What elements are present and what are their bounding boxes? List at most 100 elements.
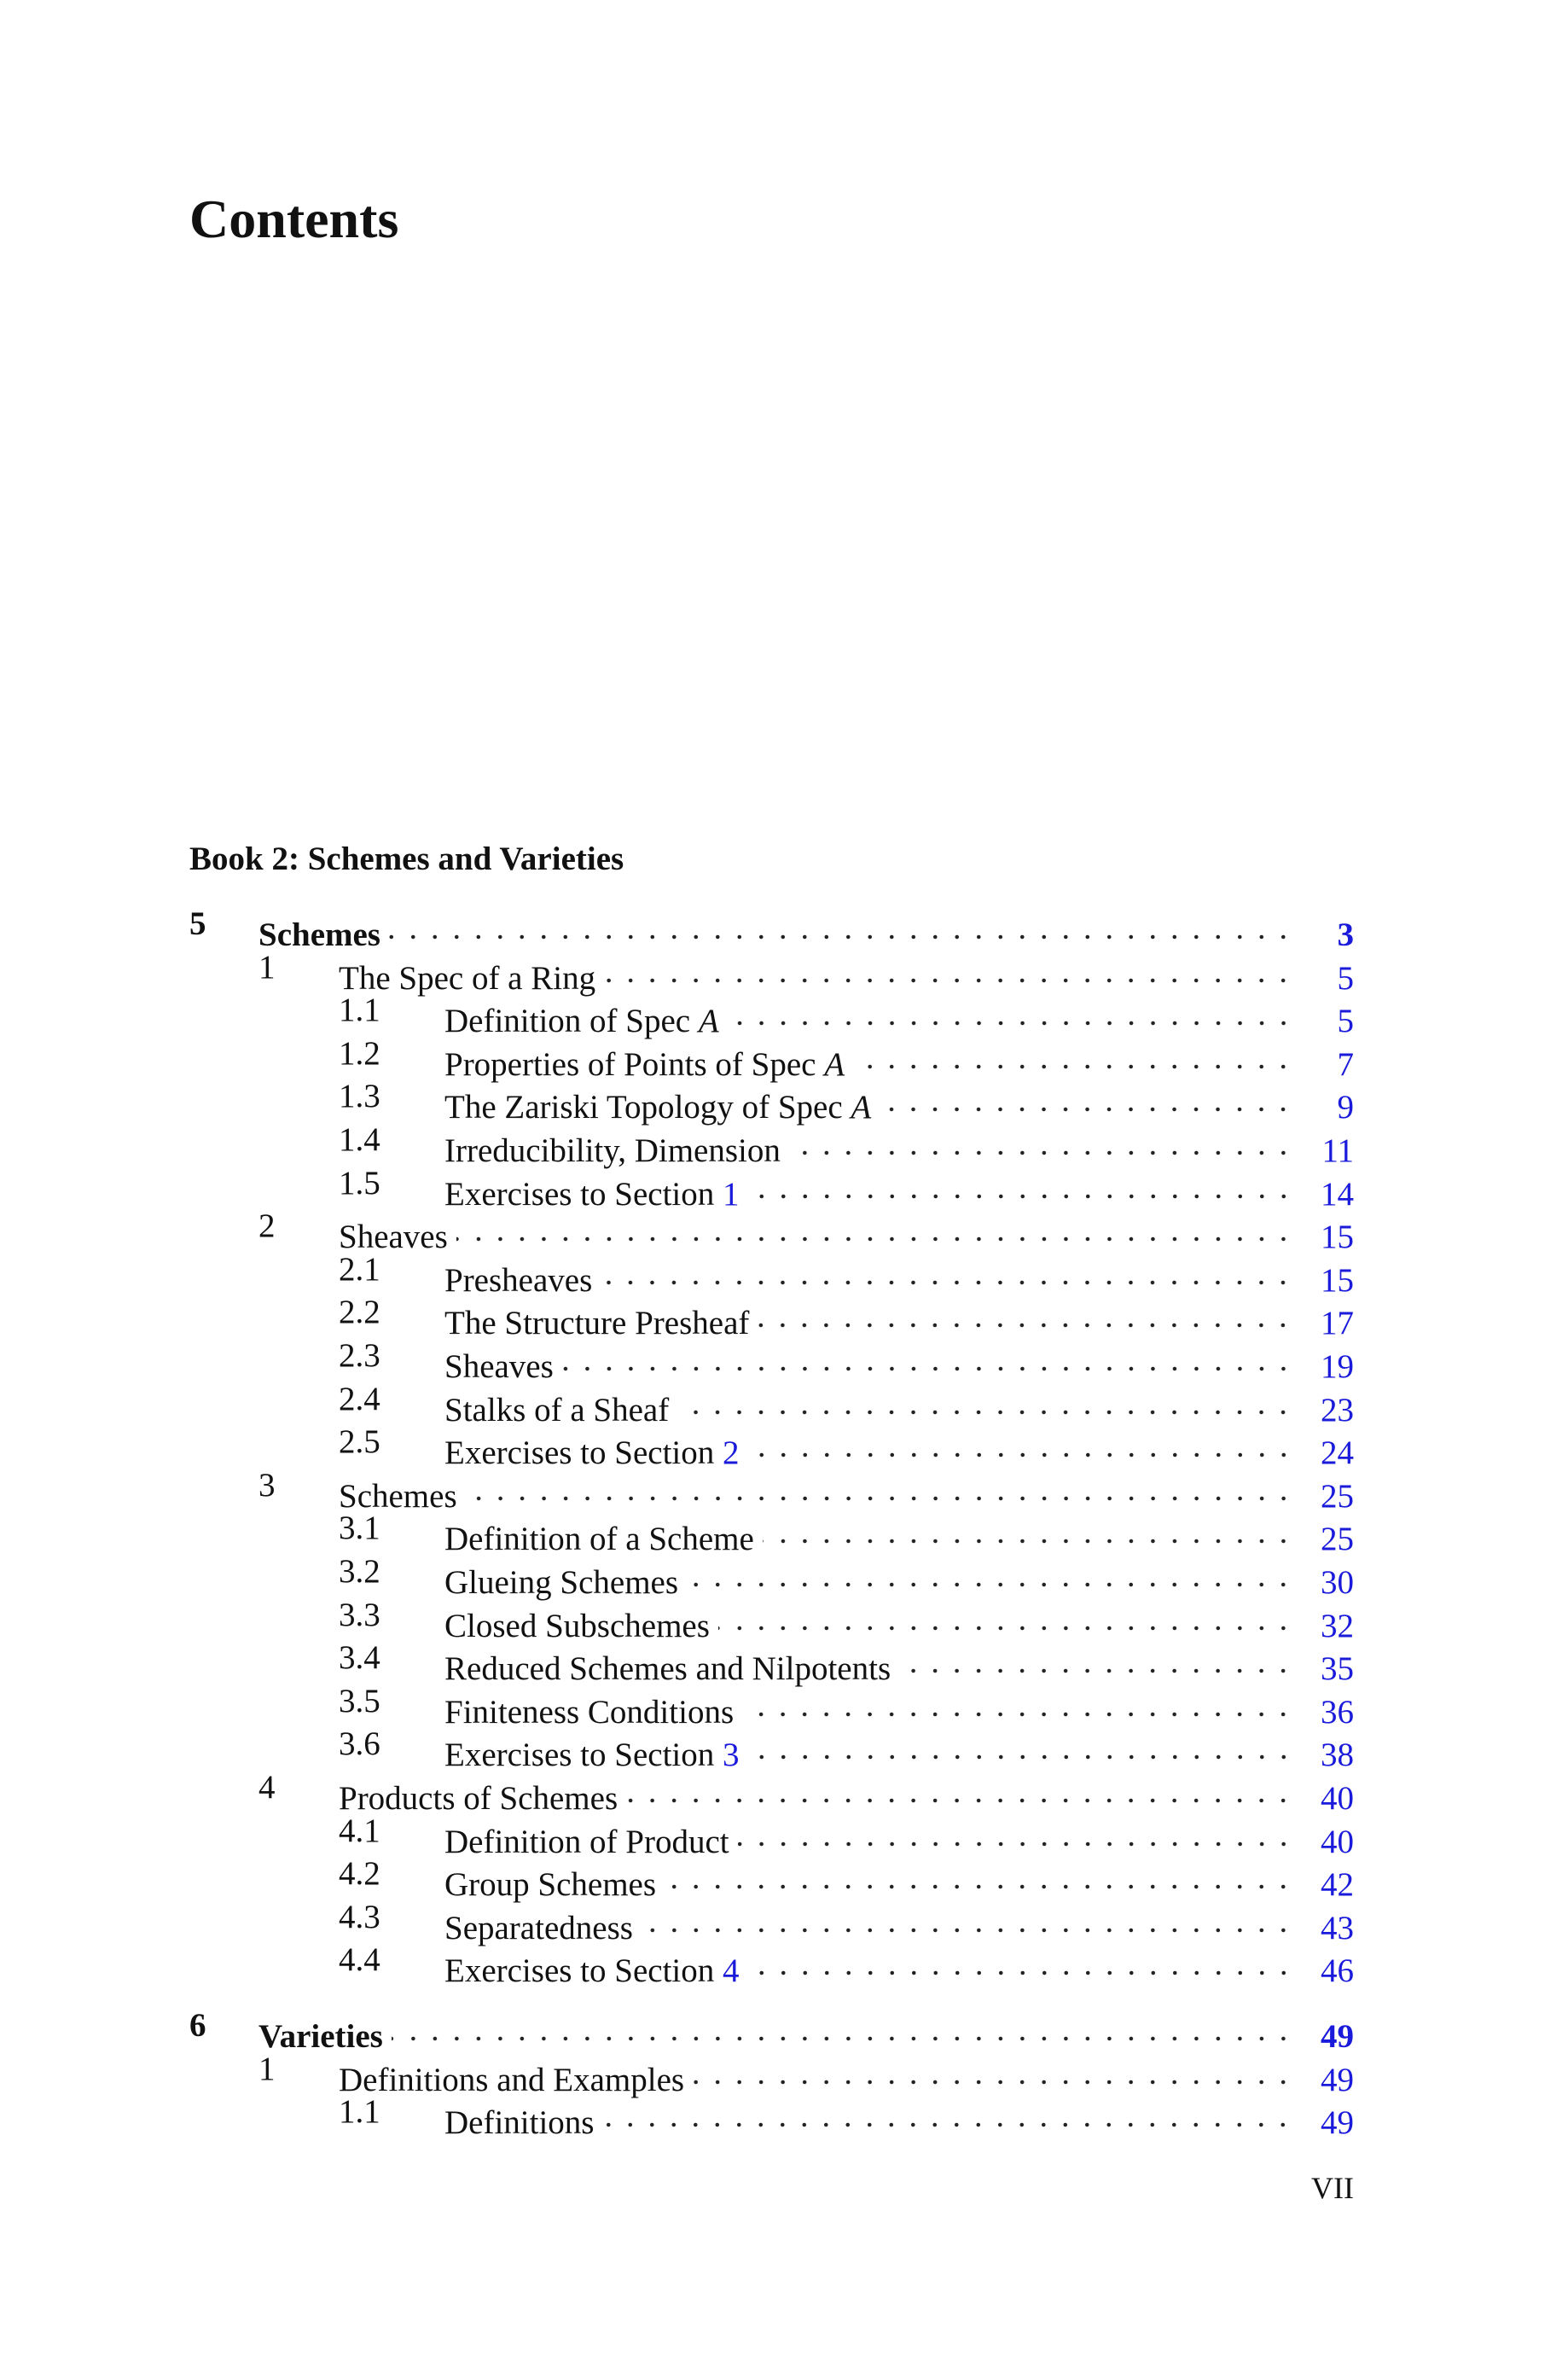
dot-leader (737, 1809, 1294, 1853)
toc-entry: 4.1 Definition of Product 40 (339, 1809, 1354, 1860)
entry-number: 4.2 (339, 1855, 380, 1893)
dot-leader (687, 1551, 1294, 1593)
entry-title-text: Products of Schemes (339, 1780, 618, 1817)
dot-leader (456, 1205, 1294, 1248)
toc-entry: 2 Sheaves 15 (258, 1205, 1354, 1255)
page-link[interactable]: 40 (1321, 1780, 1354, 1817)
dot-leader (758, 1291, 1294, 1335)
page-link[interactable]: 49 (1321, 2104, 1354, 2142)
entry-number: 1.3 (339, 1078, 380, 1115)
dot-leader (762, 1507, 1294, 1551)
entry-title: Definitions (444, 2102, 594, 2144)
entry-number: 2.3 (339, 1337, 380, 1374)
dot-leader (742, 1679, 1294, 1723)
toc-entry: 1.3 The Zariski Topology of Spec A 9 (339, 1075, 1354, 1126)
page-link[interactable]: 30 (1321, 1564, 1354, 1601)
toc-entry: 2.2 The Structure Presheaf 17 (339, 1291, 1354, 1341)
page-link[interactable]: 40 (1321, 1823, 1354, 1860)
entry-number: 3.3 (339, 1596, 380, 1633)
entry-number: 1 (258, 948, 276, 986)
page-link[interactable]: 9 (1337, 1089, 1355, 1126)
entry-number: 2.2 (339, 1294, 380, 1331)
entry-title-text: The Spec of a Ring (339, 959, 596, 997)
page-link[interactable]: 49 (1321, 2018, 1354, 2055)
page-number: VII (1311, 2171, 1354, 2205)
toc-entry: 4.3 Separatedness 43 (339, 1895, 1354, 1946)
dot-leader (388, 903, 1294, 945)
toc-entry: 1.4 Irreducibility, Dimension 11 (339, 1119, 1354, 1169)
page-link[interactable]: 5 (1337, 959, 1355, 997)
entry-number: 2 (258, 1207, 276, 1245)
entry-title: Closed Subschemes (444, 1605, 710, 1648)
toc-entry: 3.2 Glueing Schemes 30 (339, 1551, 1354, 1601)
page-link[interactable]: 42 (1321, 1866, 1354, 1904)
page-link[interactable]: 14 (1321, 1175, 1354, 1213)
page-link[interactable]: 17 (1321, 1305, 1354, 1342)
entry-number: 4.4 (339, 1941, 380, 1979)
entry-number: 2.1 (339, 1250, 380, 1288)
entry-number: 1.1 (339, 2093, 380, 2131)
page-link[interactable]: 43 (1321, 1909, 1354, 1946)
page-link[interactable]: 3 (1337, 916, 1355, 953)
page-link[interactable]: 11 (1321, 1132, 1354, 1169)
entry-title: Irreducibility, Dimension (444, 1130, 781, 1172)
toc-entry: 2.5 Exercises to Section 2 24 (339, 1421, 1354, 1471)
entry-number: 4 (258, 1769, 276, 1806)
entry-number: 1.1 (339, 992, 380, 1029)
dot-leader (677, 1377, 1294, 1421)
book-heading: Book 2: Schemes and Varieties (189, 841, 624, 877)
page-link[interactable]: 46 (1321, 1952, 1354, 1990)
dot-leader (626, 1766, 1294, 1809)
toc-entry: 1.1 Definition of Spec A 5 (339, 989, 1354, 1039)
entry-title-text: Closed Subschemes (444, 1607, 710, 1644)
entry-number: 3.5 (339, 1682, 380, 1719)
page-link[interactable]: 19 (1321, 1348, 1354, 1385)
dot-leader (853, 1032, 1294, 1075)
page-link[interactable]: 15 (1321, 1219, 1354, 1256)
dot-leader (465, 1463, 1294, 1507)
toc-entry: 4.2 Group Schemes 42 (339, 1853, 1354, 1903)
page-link[interactable]: 49 (1321, 2061, 1354, 2098)
entry-title-text: Sheaves (444, 1348, 554, 1385)
section-link[interactable]: 1 (723, 1175, 740, 1213)
toc-entry: 3.4 Reduced Schemes and Nilpotents 35 (339, 1637, 1354, 1687)
toc-entry: 6 Varieties 49 (189, 2004, 1354, 2055)
page-link[interactable]: 38 (1321, 1737, 1354, 1774)
entry-title: Definition of Spec A (444, 1000, 719, 1043)
page-link[interactable]: 5 (1337, 1003, 1355, 1040)
entry-title: The Zariski Topology of Spec A (444, 1086, 871, 1129)
entry-number: 1.2 (339, 1034, 380, 1072)
page-link[interactable]: 35 (1321, 1650, 1354, 1688)
page-link[interactable]: 23 (1321, 1391, 1354, 1428)
entry-title: Exercises to Section 4 (444, 1950, 740, 1993)
entry-title-text: Definitions (444, 2104, 595, 2142)
section-link[interactable]: 2 (723, 1434, 740, 1472)
page-link[interactable]: 24 (1321, 1434, 1354, 1472)
page-link[interactable]: 15 (1321, 1261, 1354, 1299)
page-link[interactable]: 25 (1321, 1521, 1354, 1558)
entry-number: 6 (189, 2007, 206, 2044)
entry-title: The Spec of a Ring (339, 957, 595, 1000)
entry-variable: A (851, 1089, 872, 1126)
dot-leader (747, 1161, 1294, 1205)
entry-variable: A (698, 1003, 719, 1040)
entry-title-text: Finiteness Conditions (444, 1693, 735, 1731)
dot-leader (601, 1248, 1294, 1291)
dot-leader (717, 1593, 1294, 1637)
entry-title-text: Stalks of a Sheaf (444, 1391, 670, 1428)
section-link[interactable]: 4 (723, 1952, 740, 1990)
toc-entry: 3 Schemes 25 (258, 1463, 1354, 1515)
entry-variable: A (824, 1045, 845, 1083)
entry-title: Finiteness Conditions (444, 1691, 734, 1734)
entry-title-text: Definition of Spec (444, 1003, 691, 1040)
page-link[interactable]: 25 (1321, 1477, 1354, 1515)
entry-number: 3 (258, 1466, 276, 1504)
dot-leader (602, 2091, 1294, 2134)
entry-number: 3.2 (339, 1553, 380, 1590)
section-link[interactable]: 3 (723, 1737, 740, 1774)
page-link[interactable]: 7 (1337, 1045, 1355, 1083)
page-link[interactable]: 32 (1321, 1607, 1354, 1644)
page-link[interactable]: 36 (1321, 1693, 1354, 1731)
entry-title: Sheaves (339, 1216, 448, 1259)
